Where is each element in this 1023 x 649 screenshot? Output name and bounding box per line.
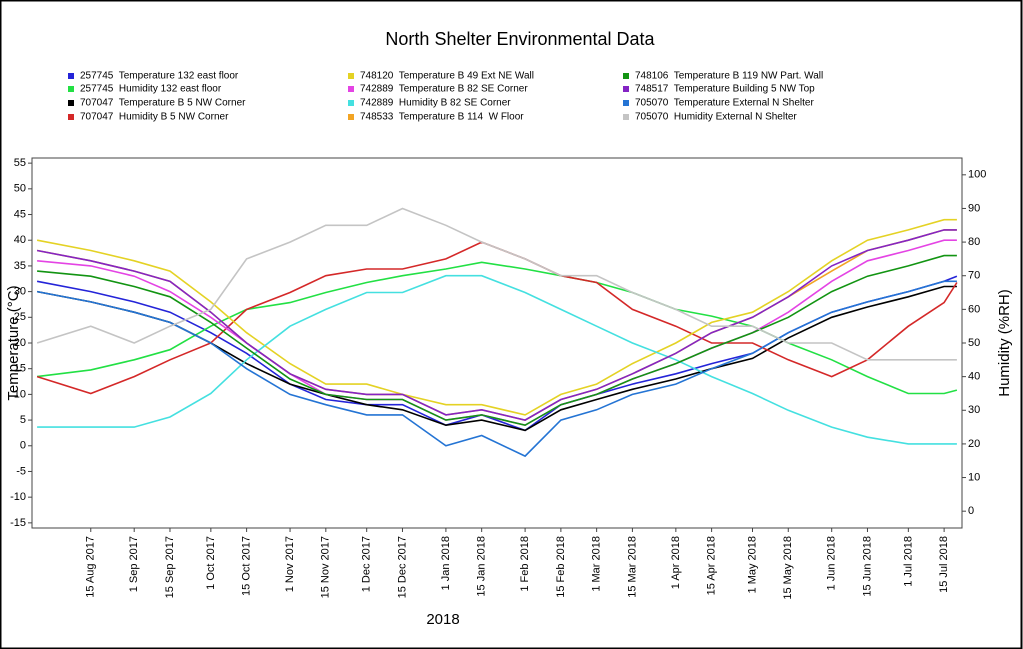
legend-label: 748120 Temperature B 49 Ext NE Wall: [360, 71, 534, 82]
legend-swatch: [68, 86, 74, 92]
legend-label: 748533 Temperature B 114 W Floor: [360, 112, 524, 123]
x-tick-label: 15 Oct 2017: [241, 536, 253, 596]
x-tick-label: 15 Jun 2018: [861, 536, 873, 597]
y-tick-label: 40: [14, 234, 26, 246]
x-tick-label: 1 Apr 2018: [670, 536, 682, 589]
y2-tick-label: 50: [968, 337, 980, 349]
y2-axis-label: Humidity (%RH): [996, 289, 1013, 397]
y-tick-label: 20: [14, 337, 26, 349]
legend-swatch: [348, 86, 354, 92]
y-tick-label: 0: [20, 440, 26, 452]
x-tick-label: 1 Jun 2018: [826, 536, 838, 590]
y-tick-label: -15: [10, 517, 26, 529]
y-tick-label: 10: [14, 388, 26, 400]
x-tick-label: 1 Mar 2018: [591, 536, 603, 592]
x-tick-label: 1 May 2018: [746, 536, 758, 593]
series-line: [36, 207, 957, 361]
series-line: [37, 254, 957, 427]
y2-tick-label: 100: [968, 169, 986, 181]
legend-swatch: [623, 114, 629, 120]
y2-tick-label: 70: [968, 270, 980, 282]
legend-swatch: [68, 114, 74, 120]
y-tick-label: 45: [14, 208, 26, 220]
x-tick-label: 15 Dec 2017: [396, 536, 408, 598]
y2-tick-label: 90: [968, 202, 980, 214]
y-tick-label: -5: [16, 465, 26, 477]
legend-swatch: [348, 73, 354, 79]
legend-swatch: [68, 73, 74, 79]
legend-label: 707047 Temperature B 5 NW Corner: [80, 98, 246, 109]
legend-label: 707047 Humidity B 5 NW Corner: [80, 112, 229, 123]
chart-title: North Shelter Environmental Data: [385, 29, 655, 49]
legend-label: 705070 Humidity External N Shelter: [635, 112, 797, 123]
x-tick-label: 15 May 2018: [782, 536, 794, 600]
series-line: [36, 229, 957, 421]
legend-swatch: [68, 100, 74, 106]
series-line: [36, 218, 957, 416]
legend-swatch: [623, 100, 629, 106]
legend-label: 742889 Humidity B 82 SE Corner: [360, 98, 511, 109]
x-tick-label: 15 Mar 2018: [626, 536, 638, 598]
y2-tick-label: 0: [968, 505, 974, 517]
x-tick-label: 1 Sep 2017: [128, 536, 140, 592]
y-tick-label: -10: [10, 491, 26, 503]
x-tick-label: 15 Apr 2018: [706, 536, 718, 595]
y-tick-label: 15: [14, 363, 26, 375]
y2-tick-label: 20: [968, 438, 980, 450]
x-tick-label: 15 Jul 2018: [938, 536, 950, 593]
x-tick-label: 15 Aug 2017: [85, 536, 97, 598]
legend-label: 705070 Temperature External N Shelter: [635, 98, 814, 109]
x-tick-label: 1 Oct 2017: [205, 536, 217, 590]
legend-label: 742889 Temperature B 82 SE Corner: [360, 84, 528, 95]
y-tick-label: 25: [14, 311, 26, 323]
y-tick-label: 30: [14, 286, 26, 298]
x-tick-label: 15 Feb 2018: [555, 536, 567, 598]
x-tick-label: 15 Jan 2018: [476, 536, 488, 597]
legend-label: 257745 Temperature 132 east floor: [80, 71, 239, 82]
legend-swatch: [348, 114, 354, 120]
y2-tick-label: 10: [968, 471, 980, 483]
series-line: [36, 280, 957, 458]
legend-label: 748106 Temperature B 119 NW Part. Wall: [635, 71, 823, 82]
y-axis-label: Temperature (°C): [5, 285, 22, 400]
y2-tick-label: 30: [968, 404, 980, 416]
x-tick-label: 1 Jan 2018: [440, 536, 452, 590]
series-line: [37, 261, 958, 395]
x-tick-label: 15 Nov 2017: [320, 536, 332, 598]
x-tick-label: 1 Nov 2017: [284, 536, 296, 592]
y-tick-label: 55: [14, 157, 26, 169]
legend-label: 748517 Temperature Building 5 NW Top: [635, 84, 815, 95]
x-tick-label: 1 Dec 2017: [361, 536, 373, 592]
x-axis-label: 2018: [426, 611, 459, 628]
y-tick-label: 35: [14, 260, 26, 272]
legend-label: 257745 Humidity 132 east floor: [80, 84, 222, 95]
legend-swatch: [348, 100, 354, 106]
y2-tick-label: 40: [968, 371, 980, 383]
series-line: [37, 274, 957, 445]
x-tick-label: 1 Jul 2018: [902, 536, 914, 587]
y-tick-label: 5: [20, 414, 26, 426]
x-tick-label: 1 Feb 2018: [519, 536, 531, 592]
x-tick-label: 15 Sep 2017: [164, 536, 176, 598]
legend-swatch: [623, 86, 629, 92]
y2-tick-label: 60: [968, 303, 980, 315]
y-tick-label: 50: [14, 183, 26, 195]
y2-tick-label: 80: [968, 236, 980, 248]
legend-swatch: [623, 73, 629, 79]
